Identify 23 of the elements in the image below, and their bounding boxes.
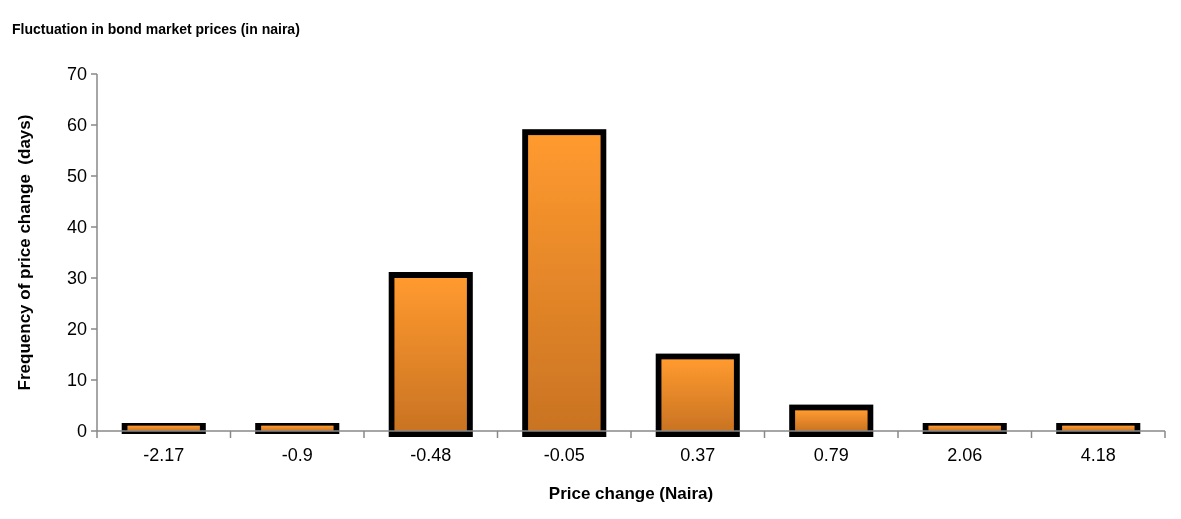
x-axis-title: Price change (Naira) [548, 484, 714, 503]
x-tick-label: -0.48 [410, 445, 452, 465]
bar [394, 278, 467, 431]
y-tick-label: 60 [66, 115, 87, 136]
y-tick-label: 70 [66, 64, 87, 85]
x-tick-label: -0.9 [281, 445, 313, 465]
bar [528, 135, 601, 431]
x-tick-label: -0.05 [543, 445, 585, 465]
bar [795, 410, 868, 431]
y-tick-label: 50 [66, 166, 87, 187]
y-tick-label: 0 [76, 421, 87, 442]
y-tick-label: 40 [66, 217, 87, 238]
y-tick-label: 10 [66, 370, 87, 391]
x-tick-label: 0.79 [813, 445, 849, 465]
x-tick-label: -2.17 [143, 445, 185, 465]
y-tick-label: 30 [66, 268, 87, 289]
x-tick-label: 4.18 [1080, 445, 1116, 465]
y-axis-title: Frequency of price change (days) [15, 114, 34, 391]
bar [661, 359, 734, 431]
x-tick-label: 2.06 [947, 445, 983, 465]
y-tick-label: 20 [66, 319, 87, 340]
chart-title: Fluctuation in bond market prices (in naira) [12, 21, 300, 37]
x-tick-label: 0.37 [680, 445, 716, 465]
